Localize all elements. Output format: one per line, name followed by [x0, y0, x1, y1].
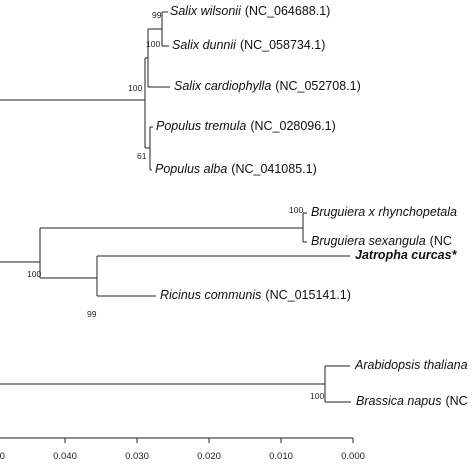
species-name: Populus tremula [156, 119, 246, 133]
leaf-label: Jatropha curcas* [355, 248, 458, 262]
accession: (NC_015141.1) [265, 288, 350, 302]
leaf-label: Arabidopsis thaliana [354, 358, 468, 372]
scale-tick-label: 0.030 [125, 451, 149, 462]
scale-tick-label: 0.040 [53, 451, 77, 462]
leaf-label: Salix wilsonii (NC_064688.1) [170, 4, 330, 18]
species-name: Bruguiera x rhynchopetala [311, 205, 457, 219]
leaf-labels: Salix wilsonii (NC_064688.1)Salix dunnii(… [155, 4, 468, 408]
scale-tick-label: 0.020 [197, 451, 221, 462]
accession: (NC_041085.1) [231, 162, 316, 176]
bootstrap-value: 100 [289, 205, 303, 215]
bootstrap-value: 100 [128, 83, 142, 93]
bootstrap-value: 100 [310, 391, 324, 401]
species-name: Salix cardiophylla [174, 79, 271, 93]
species-name: Salix dunnii [172, 38, 237, 52]
bootstrap-value: 100 [27, 269, 41, 279]
accession: (NC_052708.1) [275, 79, 360, 93]
leaf-label: Ricinus communis (NC_015141.1) [160, 288, 351, 302]
scale-tick-label: 0.050 [0, 451, 5, 462]
scale-tick-label: 0.000 [341, 451, 365, 462]
species-name: Arabidopsis thaliana [354, 358, 468, 372]
species-name: Brassica napus [356, 394, 441, 408]
scale-tick-label: 0.010 [269, 451, 293, 462]
leaf-label: Salix cardiophylla (NC_052708.1) [174, 79, 361, 93]
leaf-label: Bruguiera sexangula (NC [311, 234, 452, 248]
bootstrap-value: 100 [146, 39, 160, 49]
accession: (NC_058734.1) [240, 38, 325, 52]
leaf-label: Salix dunnii (NC_058734.1) [172, 38, 325, 52]
accession: (NC_064688.1) [245, 4, 330, 18]
species-name: Salix wilsonii [170, 4, 242, 18]
species-name: Jatropha curcas* [355, 248, 458, 262]
scale-axis: 0.050 0.040 0.030 0.020 0.010 0.000 [0, 451, 365, 462]
leaf-label: Bruguiera x rhynchopetala [311, 205, 457, 219]
leaf-label: Populus alba (NC_041085.1) [155, 162, 317, 176]
accession: (NC [430, 234, 452, 248]
bootstrap-value: 61 [137, 151, 147, 161]
bootstrap-value: 99 [87, 309, 97, 319]
species-name: Populus alba [155, 162, 227, 176]
accession: (NC_028096.1) [250, 119, 335, 133]
leaf-label: Populus tremula (NC_028096.1) [156, 119, 336, 133]
accession: (NC [445, 394, 467, 408]
species-name: Bruguiera sexangula [311, 234, 426, 248]
leaf-label: Brassica napus (NC [356, 394, 468, 408]
branches [0, 11, 354, 443]
bootstrap-values: 99 100 100 61 100 99 100 100 [27, 10, 324, 401]
species-name: Ricinus communis [160, 288, 261, 302]
bootstrap-value: 99 [152, 10, 162, 20]
